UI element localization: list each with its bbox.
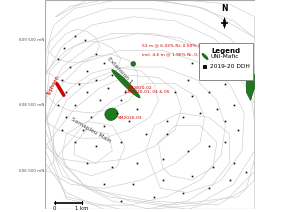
- Text: 2019-20 DDH: 2019-20 DDH: [210, 64, 250, 70]
- Text: SM2020-03: SM2020-03: [118, 116, 143, 120]
- Text: 606 500 mN: 606 500 mN: [19, 169, 44, 173]
- Text: 53 m @ 6.43% Ni, 0.50% Cu + 0.52 gpt Pd: 53 m @ 6.43% Ni, 0.50% Cu + 0.52 gpt Pd: [142, 44, 235, 48]
- Text: 1 km: 1 km: [75, 206, 89, 211]
- FancyBboxPatch shape: [199, 43, 253, 80]
- Text: incl. 4.6 m @ 1.96% Ni, 0.50% Cu + 2.54 gpt Pd: incl. 4.6 m @ 1.96% Ni, 0.50% Cu + 2.54 …: [142, 53, 247, 57]
- Polygon shape: [105, 108, 118, 121]
- Text: SM2020-02: SM2020-02: [128, 86, 153, 90]
- Ellipse shape: [131, 61, 136, 66]
- Text: UNI-Mafic: UNI-Mafic: [210, 54, 239, 59]
- Text: Samapleu Main: Samapleu Main: [70, 116, 112, 143]
- Text: N: N: [221, 4, 228, 13]
- Text: Typhoon: Typhoon: [46, 74, 61, 96]
- Polygon shape: [246, 59, 255, 100]
- Ellipse shape: [202, 53, 208, 60]
- Text: 609 500 mN: 609 500 mN: [19, 38, 44, 42]
- Text: 608 500 mN: 608 500 mN: [19, 103, 44, 107]
- Text: Extension 1: Extension 1: [106, 56, 133, 84]
- Text: 0: 0: [53, 206, 56, 211]
- Text: Legend: Legend: [211, 47, 240, 53]
- Ellipse shape: [112, 70, 140, 98]
- Text: SM2020-01, 04 & 05: SM2020-01, 04 & 05: [125, 90, 170, 94]
